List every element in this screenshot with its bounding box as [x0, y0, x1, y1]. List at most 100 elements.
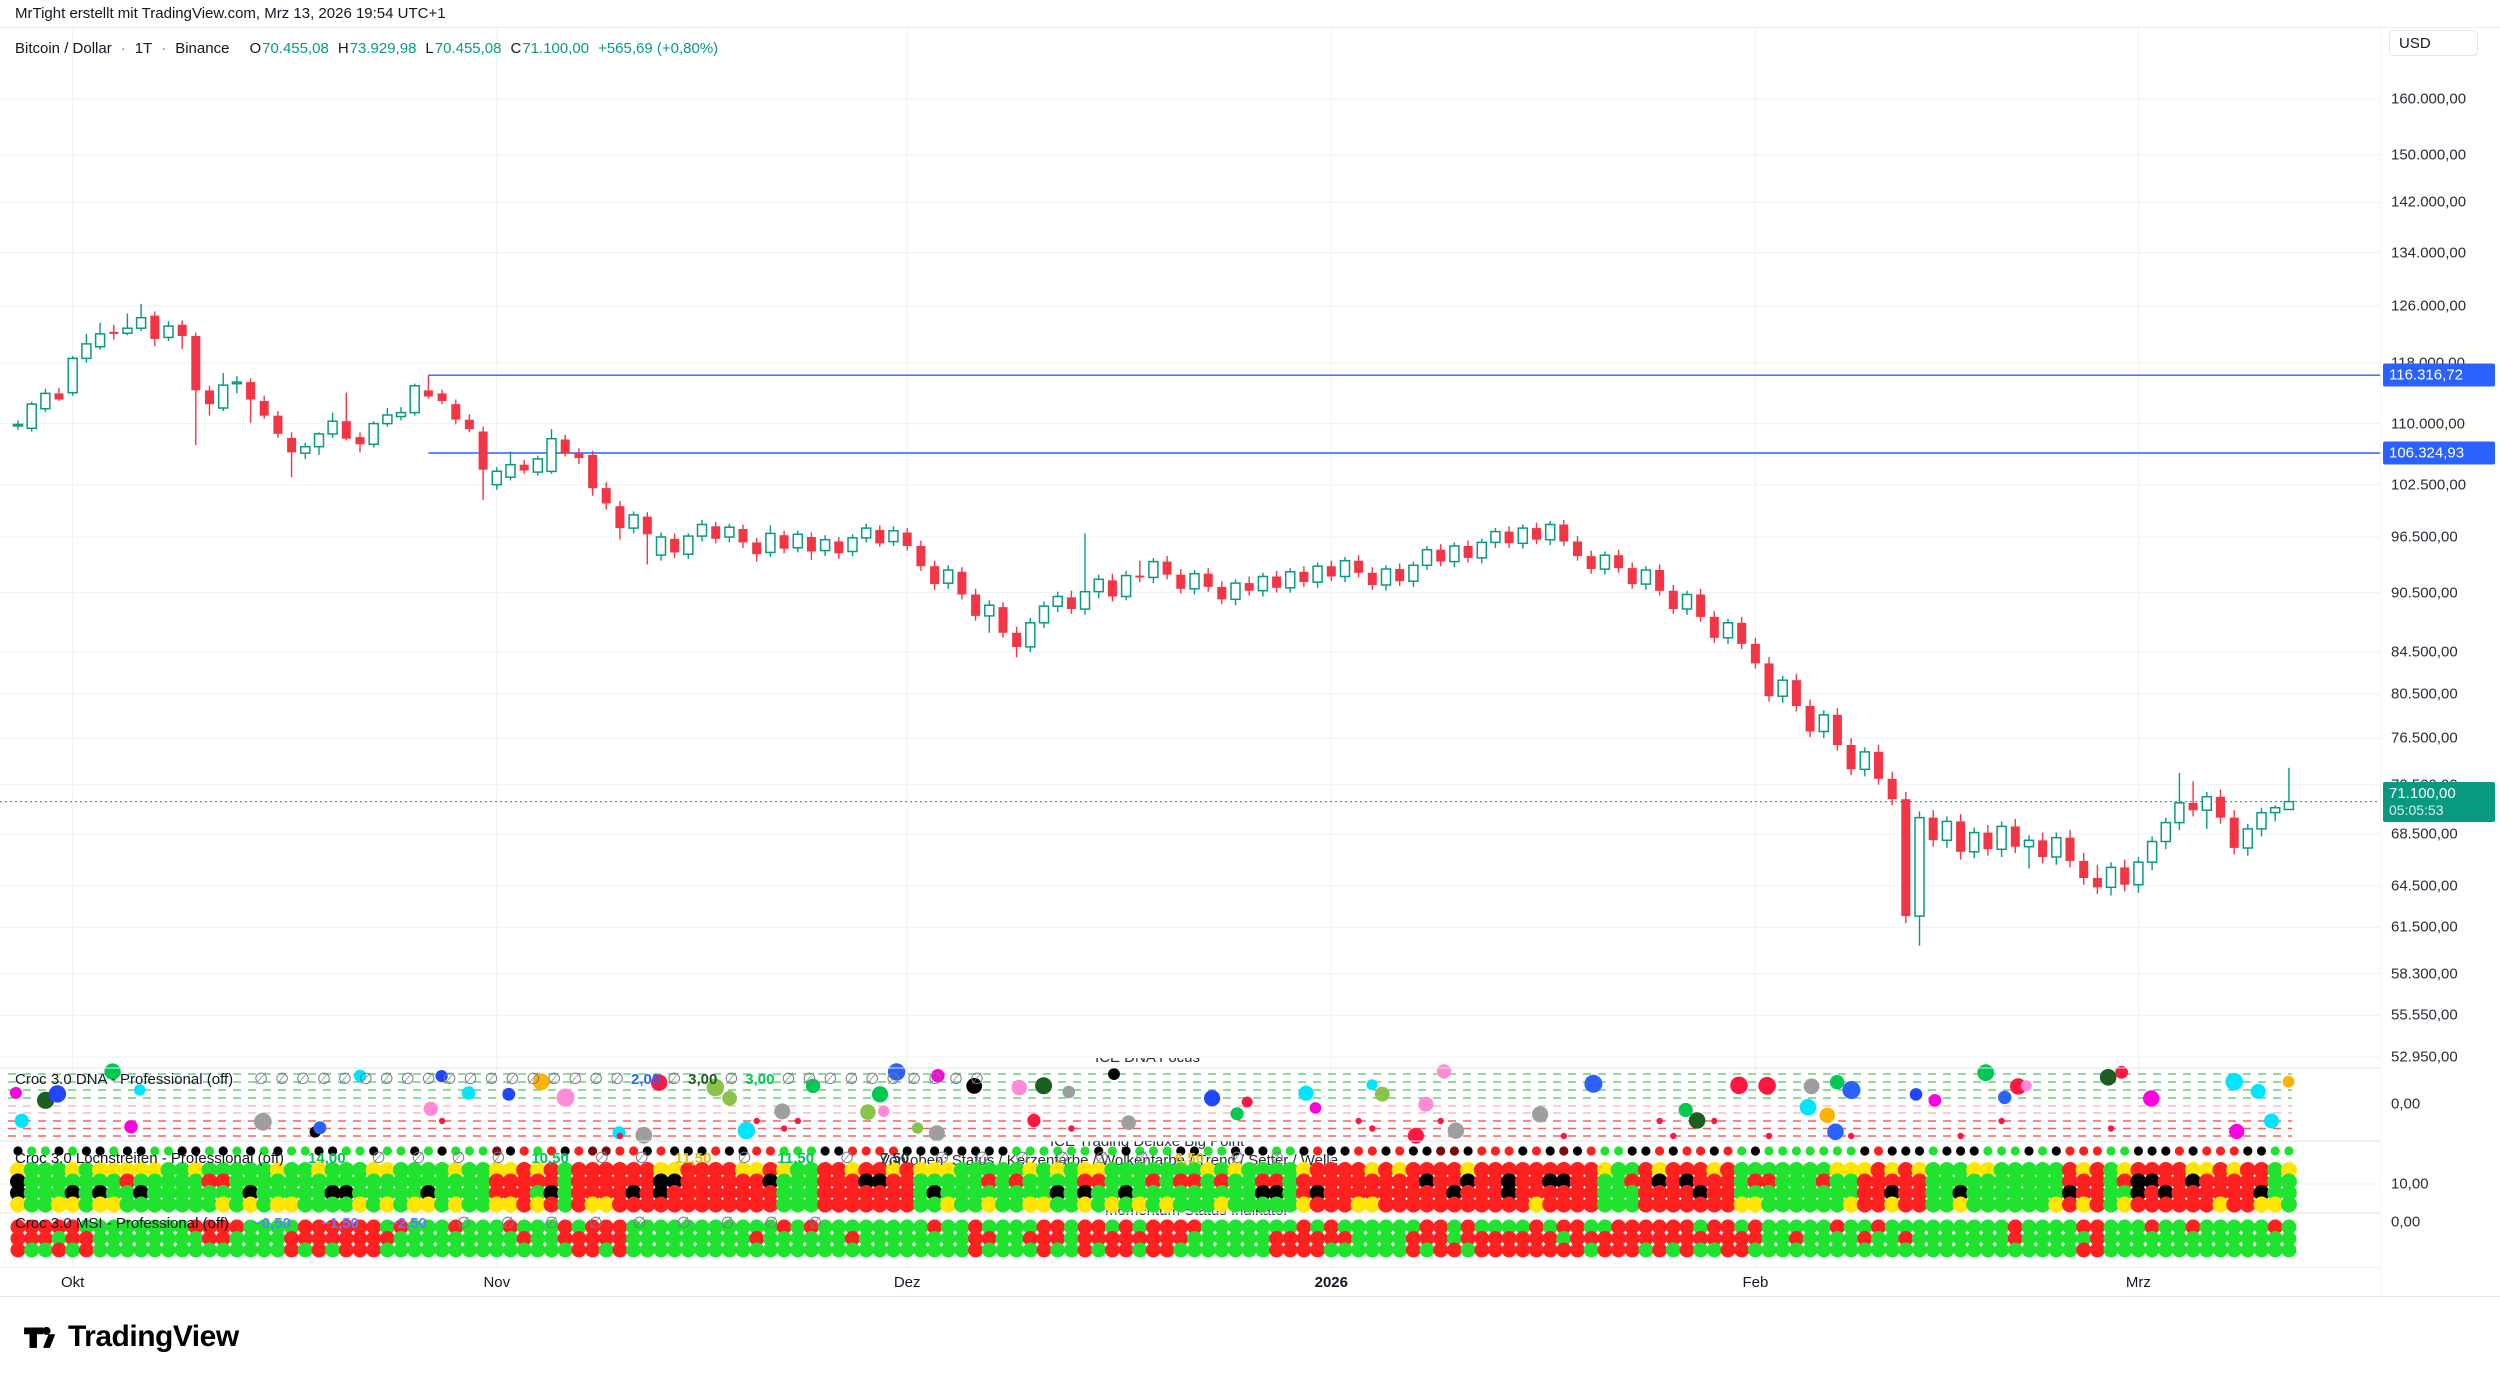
dna-dot — [14, 1113, 29, 1128]
candle-down — [711, 526, 721, 539]
price-tick-label: 90.500,00 — [2391, 584, 2458, 602]
candle-up — [2023, 839, 2035, 848]
status-empty-icon: ∅ — [632, 1215, 647, 1232]
candle-up — [2133, 861, 2144, 886]
candle-up — [792, 533, 804, 549]
candle-down — [519, 464, 529, 471]
dna-dot-small — [1711, 1117, 1718, 1125]
time-axis-label[interactable]: Mrz — [2125, 1274, 2151, 1291]
candle-down — [2010, 826, 2020, 847]
bar-countdown: 05:05:53 — [2389, 802, 2444, 819]
dna-dot — [1829, 1075, 1845, 1090]
status-empty-icon: ∅ — [840, 1150, 855, 1167]
candle-down — [2229, 817, 2239, 848]
time-axis-label[interactable]: Nov — [483, 1274, 511, 1291]
candle-down — [1326, 566, 1336, 577]
tradingview-logo: TradingView — [20, 1318, 239, 1356]
candle-down — [1764, 663, 1774, 697]
dna-dot — [423, 1101, 438, 1117]
candle-down — [1354, 560, 1364, 573]
candle-up — [1777, 679, 1788, 697]
candle-up — [1914, 816, 1925, 917]
price-tick-label: 61.500,00 — [2391, 918, 2458, 936]
price-tick-label: 134.000,00 — [2391, 244, 2467, 262]
status-empty-icon: ∅ — [588, 1215, 603, 1232]
candle-up — [217, 384, 229, 409]
dna-dot — [461, 1086, 476, 1100]
dna-dot — [2225, 1072, 2243, 1091]
candle-up — [1038, 605, 1050, 624]
candle-down — [1983, 832, 1993, 850]
indicator1-overlay-title: ICE DNA Focus — [1095, 1058, 1355, 1066]
dna-dot — [805, 1078, 821, 1094]
indicator3-title[interactable]: Croc 3.0 MSI - Professional (off) — [15, 1214, 229, 1232]
candle-down — [1559, 524, 1569, 542]
status-value: 2,00 — [631, 1070, 661, 1088]
candle-down — [1367, 572, 1377, 585]
dna-dot — [1688, 1112, 1706, 1129]
dna-dot — [774, 1103, 791, 1120]
status-empty-icon: ∅ — [949, 1071, 963, 1088]
candle-down — [1668, 590, 1678, 609]
candle-down — [642, 516, 652, 535]
dna-dot — [1819, 1107, 1836, 1124]
currency-toggle-button[interactable]: USD — [2389, 30, 2478, 56]
status-empty-icon: ∅ — [935, 1150, 950, 1167]
status-empty-icon: ∅ — [823, 1071, 838, 1088]
symbol-legend[interactable]: Bitcoin / Dollar · 1T · Binance O 70.455,… — [15, 40, 718, 57]
time-axis-label[interactable]: 2026 — [1314, 1274, 1348, 1291]
time-axis-label[interactable]: Okt — [61, 1274, 85, 1291]
status-value: 3,00 — [688, 1070, 718, 1088]
status-empty-icon: ∅ — [1055, 1150, 1069, 1167]
status-value: −0,50 — [252, 1214, 291, 1232]
price-tick-label: 84.500,00 — [2391, 643, 2458, 661]
status-empty-icon: ∅ — [505, 1071, 520, 1088]
dna-dot-small — [1998, 1117, 2005, 1125]
status-empty-icon: ∅ — [526, 1071, 541, 1088]
low-value: 70.455,08 — [434, 40, 502, 57]
indicator3-status-row[interactable]: Croc 3.0 MSI - Professional (off) −0,50−… — [15, 1212, 822, 1234]
time-axis-label[interactable]: Dez — [893, 1274, 921, 1291]
indicator2-values: 14,00 ∅ ∅ ∅ ∅ 10,50 ∅ ∅ 11,50 ∅ 11,50 ∅ 7,50 ∅ ∅ ∅ ∅ ∅ ∅ 6,… — [308, 1148, 1284, 1168]
dna-dot — [1418, 1096, 1434, 1112]
dna-dot — [878, 1105, 890, 1118]
candle-down — [779, 535, 789, 549]
time-axis[interactable]: Okt Nov Dez 2026 Feb Mrz — [0, 1268, 2500, 1296]
status-empty-icon: ∅ — [975, 1150, 990, 1167]
tradingview-logo-icon — [24, 1326, 56, 1348]
candle-up — [847, 537, 858, 553]
dna-dot — [9, 1086, 22, 1099]
status-value: 11,50 — [674, 1149, 712, 1167]
candle-up — [395, 411, 407, 418]
candle-up — [327, 420, 338, 435]
indicator1-title[interactable]: Croc 3.0 DNA - Professional (off) — [15, 1070, 234, 1088]
interval-label[interactable]: 1T — [134, 40, 153, 57]
price-axis[interactable]: USD 160.000,00 150.000,00 142.000,00 134.00… — [2380, 0, 2500, 1296]
candle-up — [12, 423, 24, 427]
dna-dot — [1035, 1077, 1053, 1095]
time-axis-label[interactable]: Feb — [1742, 1274, 1769, 1291]
indicator1-status-row[interactable]: Croc 3.0 DNA - Professional (off) ∅ ∅ ∅ ∅ ∅ ∅… — [15, 1068, 984, 1090]
indicator2-status-row[interactable]: Croc 3.0 Lochstreifen - Professional (of… — [15, 1147, 1284, 1169]
status-empty-icon: ∅ — [667, 1071, 682, 1088]
indicator2-title[interactable]: Croc 3.0 Lochstreifen - Professional (of… — [15, 1149, 285, 1167]
indicator-axis-value: 10,00 — [2391, 1175, 2429, 1193]
status-empty-icon: ∅ — [337, 1071, 352, 1088]
candle-up — [1490, 530, 1501, 544]
price-level-label: 106.324,93 — [2383, 441, 2495, 465]
price-tick-label: 110.000,00 — [2391, 415, 2465, 433]
candle-down — [54, 393, 64, 400]
candle-down — [150, 315, 160, 339]
candle-up — [2160, 821, 2172, 843]
status-empty-icon: ∅ — [724, 1071, 739, 1088]
candle-up — [2242, 828, 2254, 849]
candle-up — [491, 470, 503, 486]
price-tick-label: 58.300,00 — [2391, 965, 2458, 983]
dna-dot — [2115, 1065, 2129, 1079]
candle-up — [1339, 559, 1351, 578]
candle-down — [588, 454, 598, 489]
symbol-name[interactable]: Bitcoin / Dollar — [15, 40, 112, 57]
chart-canvas[interactable] — [0, 0, 2500, 1296]
status-empty-icon: ∅ — [456, 1215, 471, 1232]
dna-dot — [1758, 1076, 1776, 1095]
